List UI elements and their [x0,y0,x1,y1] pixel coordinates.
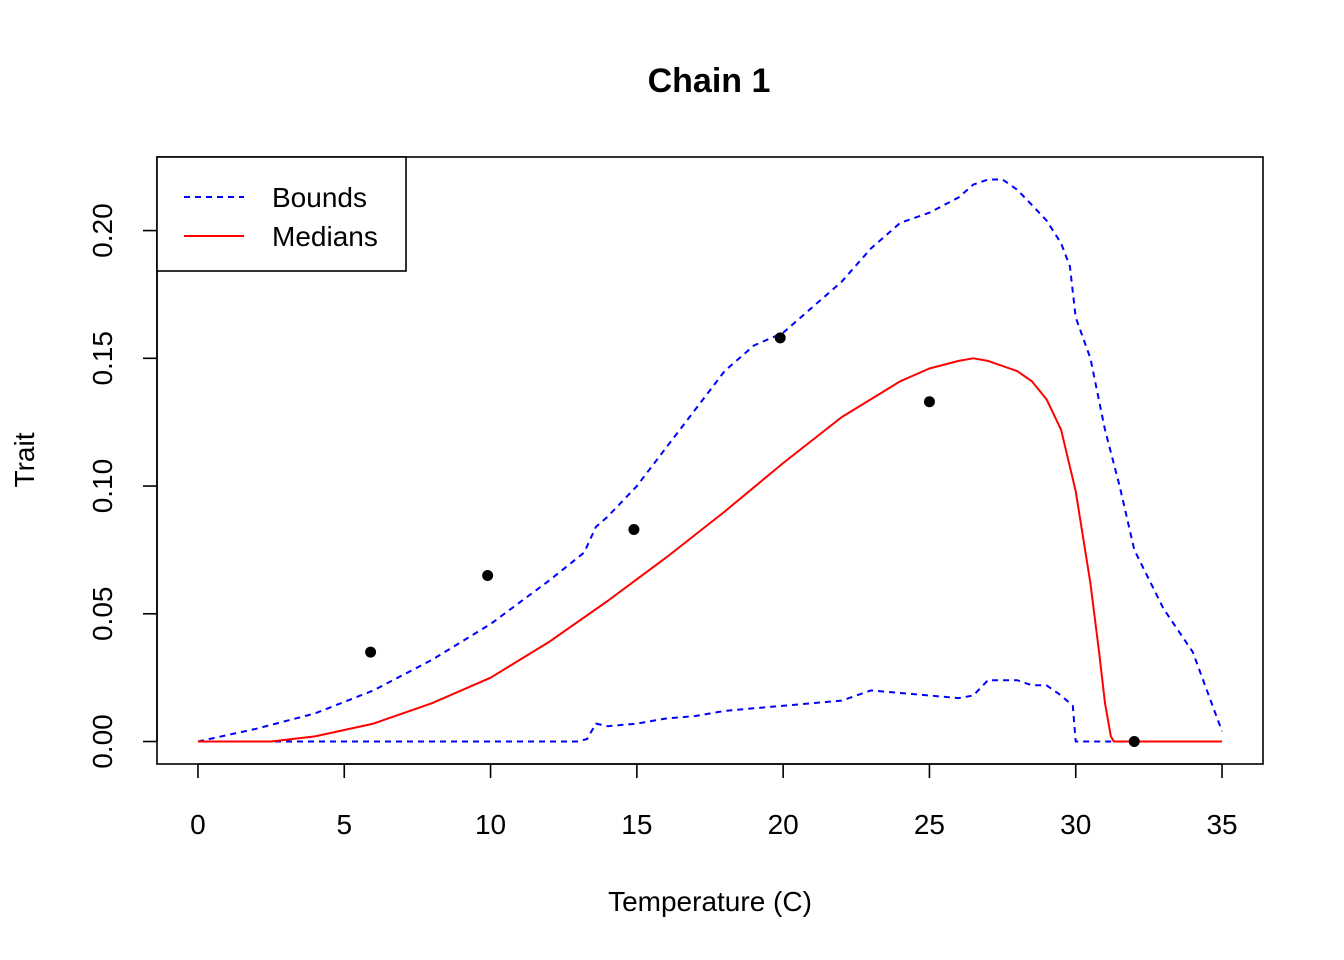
x-tick-label: 30 [1060,809,1091,840]
data-point [365,646,377,658]
medians-line [198,357,1222,743]
x-tick-label: 10 [475,809,506,840]
x-axis-label: Temperature (C) [608,886,812,917]
y-tick-label: 0.10 [87,459,118,513]
bounds-lower-line [198,679,1222,743]
data-point [774,332,786,344]
data-point [923,396,935,408]
series-layer [197,178,1223,743]
data-point [1128,736,1140,748]
data-point [482,569,494,581]
y-axis: 0.00 0.05 0.10 0.15 0.20 [87,203,158,769]
x-tick-label: 15 [621,809,652,840]
x-tick-label: 35 [1206,809,1237,840]
bounds-upper-line [197,178,1223,743]
data-point [628,523,640,535]
legend-box [156,156,407,272]
y-tick-label: 0.05 [87,587,118,642]
y-tick-label: 0.15 [87,331,118,386]
y-axis-label: Trait [9,432,40,487]
x-tick-label: 25 [914,809,945,840]
x-axis: 0 5 10 15 20 25 30 35 [190,763,1238,840]
x-tick-label: 20 [768,809,799,840]
legend: Bounds Medians [156,156,407,272]
points-layer [365,332,1140,748]
x-tick-label: 0 [190,809,206,840]
chart-title: Chain 1 [648,62,771,100]
y-tick-label: 0.00 [87,714,118,769]
legend-label-medians: Medians [272,221,378,252]
x-tick-label: 5 [336,809,352,840]
y-tick-label: 0.20 [87,203,118,257]
legend-label-bounds: Bounds [272,182,367,213]
